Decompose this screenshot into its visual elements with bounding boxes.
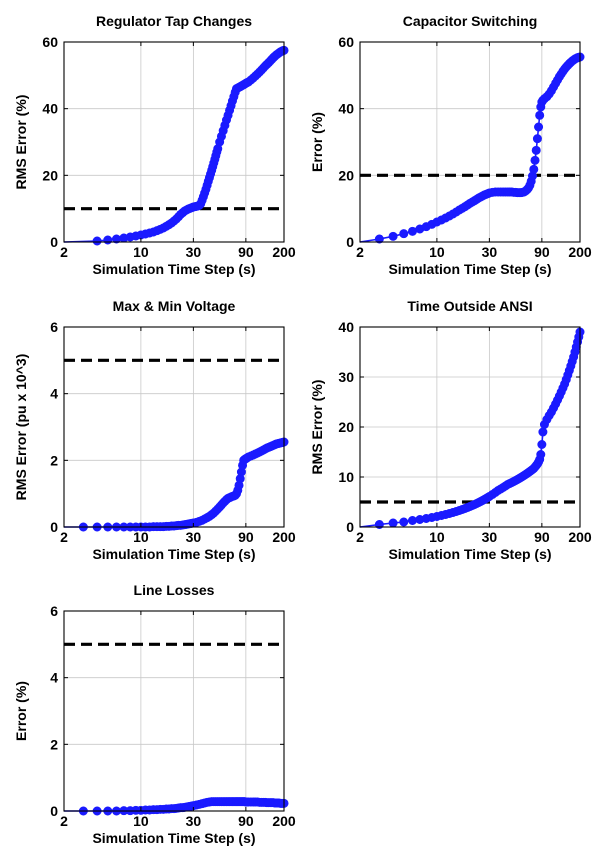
y-tick-label: 6 xyxy=(50,319,58,335)
data-point xyxy=(536,449,546,459)
chart-panel-4: 2 10 30 90 200 0 10 20 30 40 Time Outside ANSI Simu… xyxy=(309,298,592,562)
data-point xyxy=(538,427,548,437)
x-tick-label: 30 xyxy=(186,244,202,260)
axes-frame xyxy=(63,41,285,243)
data-point xyxy=(530,155,540,165)
y-tick-label: 0 xyxy=(50,234,58,250)
x-tick-label: 200 xyxy=(568,529,592,545)
y-tick-label: 2 xyxy=(50,452,58,468)
axes-frame xyxy=(359,41,581,243)
x-tick-label: 10 xyxy=(133,813,149,829)
x-axis-label: Simulation Time Step (s) xyxy=(92,546,255,562)
chart-title: Capacitor Switching xyxy=(403,13,538,29)
data-point xyxy=(531,145,541,155)
y-tick-label: 0 xyxy=(346,519,354,535)
plot-area xyxy=(360,42,580,242)
x-tick-label: 30 xyxy=(482,529,498,545)
x-tick-label: 10 xyxy=(133,529,149,545)
y-tick-label: 0 xyxy=(50,803,58,819)
data-point xyxy=(374,234,384,244)
x-tick-label: 90 xyxy=(238,244,254,260)
y-tick-label: 0 xyxy=(346,234,354,250)
chart-panel-2: 2 10 30 90 200 0 20 40 60 Capacitor Switching Simu… xyxy=(309,13,592,277)
x-tick-label: 90 xyxy=(238,529,254,545)
chart-title: Max & Min Voltage xyxy=(113,298,236,314)
x-tick-label: 200 xyxy=(272,529,296,545)
y-tick-label: 60 xyxy=(42,34,58,50)
y-axis-label: RMS Error (pu x 10^3) xyxy=(13,354,29,501)
y-axis-label: RMS Error (%) xyxy=(309,380,325,475)
y-tick-label: 40 xyxy=(42,101,58,117)
axes-frame xyxy=(63,326,285,528)
chart-title: Regulator Tap Changes xyxy=(96,13,252,29)
y-axis-label: Error (%) xyxy=(13,681,29,741)
x-axis-label: Simulation Time Step (s) xyxy=(388,546,551,562)
data-point xyxy=(399,229,409,239)
data-point xyxy=(103,235,113,245)
y-tick-label: 40 xyxy=(338,101,354,117)
plot-area xyxy=(64,42,284,242)
y-tick-label: 20 xyxy=(338,167,354,183)
y-axis-label: RMS Error (%) xyxy=(13,95,29,190)
y-tick-label: 0 xyxy=(50,519,58,535)
x-tick-label: 2 xyxy=(60,529,68,545)
y-tick-label: 4 xyxy=(50,670,58,686)
x-axis-label: Simulation Time Step (s) xyxy=(92,261,255,277)
data-point xyxy=(399,517,409,527)
x-tick-label: 10 xyxy=(429,529,445,545)
y-tick-label: 2 xyxy=(50,736,58,752)
data-point xyxy=(92,236,102,246)
y-tick-label: 60 xyxy=(338,34,354,50)
y-tick-label: 10 xyxy=(338,469,354,485)
y-tick-label: 30 xyxy=(338,369,354,385)
x-axis-label: Simulation Time Step (s) xyxy=(388,261,551,277)
y-tick-label: 20 xyxy=(42,167,58,183)
data-point xyxy=(535,110,545,120)
y-tick-label: 40 xyxy=(338,319,354,335)
chart-panel-1: 2 10 30 90 200 0 20 40 60 Regulator Tap Changes Si… xyxy=(13,13,296,277)
axes-frame xyxy=(63,610,285,812)
x-tick-label: 30 xyxy=(482,244,498,260)
y-tick-label: 4 xyxy=(50,386,58,402)
x-tick-label: 200 xyxy=(272,813,296,829)
x-tick-label: 90 xyxy=(238,813,254,829)
y-tick-label: 6 xyxy=(50,603,58,619)
x-tick-label: 10 xyxy=(133,244,149,260)
x-tick-label: 30 xyxy=(186,529,202,545)
x-tick-label: 90 xyxy=(534,529,550,545)
chart-title: Time Outside ANSI xyxy=(407,298,532,314)
data-point xyxy=(537,439,547,449)
x-tick-label: 2 xyxy=(356,529,364,545)
x-tick-label: 200 xyxy=(568,244,592,260)
data-point xyxy=(532,134,542,144)
x-tick-label: 2 xyxy=(60,813,68,829)
x-tick-label: 200 xyxy=(272,244,296,260)
data-point xyxy=(534,122,544,132)
x-tick-label: 90 xyxy=(534,244,550,260)
plot-area xyxy=(64,327,284,527)
plot-area xyxy=(64,611,284,811)
y-tick-label: 20 xyxy=(338,419,354,435)
data-point xyxy=(529,164,539,174)
data-point xyxy=(407,515,417,525)
data-point xyxy=(388,518,398,528)
chart-title: Line Losses xyxy=(134,582,215,598)
x-tick-label: 2 xyxy=(356,244,364,260)
x-tick-label: 2 xyxy=(60,244,68,260)
x-axis-label: Simulation Time Step (s) xyxy=(92,830,255,846)
x-tick-label: 30 xyxy=(186,813,202,829)
data-point xyxy=(388,231,398,241)
x-tick-label: 10 xyxy=(429,244,445,260)
y-axis-label: Error (%) xyxy=(309,112,325,172)
